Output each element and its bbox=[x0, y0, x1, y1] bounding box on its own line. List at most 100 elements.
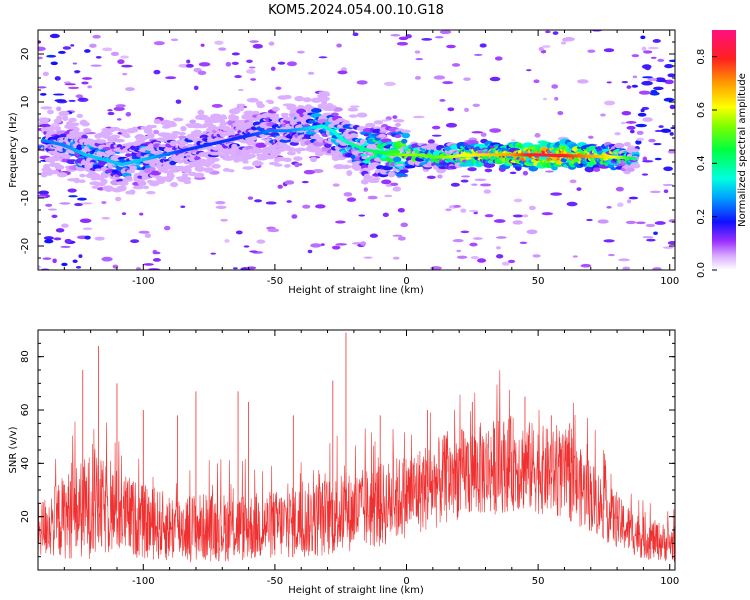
heatmap-noise-cell bbox=[640, 35, 646, 40]
heatmap-ridge-cell bbox=[68, 117, 77, 123]
heatmap-noise-cell bbox=[551, 84, 559, 89]
heatmap-ridge-cell bbox=[249, 136, 258, 141]
heatmap-noise-cell bbox=[52, 258, 57, 264]
heatmap-noise-cell bbox=[434, 36, 444, 39]
heatmap-noise-cell bbox=[175, 99, 182, 104]
heatmap-noise-cell bbox=[473, 53, 483, 56]
heatmap-ridge-cell bbox=[296, 147, 307, 152]
heatmap-noise-cell bbox=[638, 90, 651, 95]
heatmap-noise-cell bbox=[641, 64, 652, 70]
heatmap-noise-cell bbox=[163, 225, 171, 231]
heatmap-ridge-cell bbox=[324, 143, 332, 148]
heatmap-noise-cell bbox=[335, 243, 348, 246]
heatmap-ridge-cell bbox=[321, 99, 328, 106]
heatmap-noise-cell bbox=[139, 212, 144, 216]
heatmap-ridge-cell bbox=[283, 94, 292, 100]
heatmap-noise-cell bbox=[415, 58, 424, 61]
heatmap-noise-cell bbox=[414, 76, 422, 80]
heatmap-ridge-cell bbox=[137, 180, 147, 187]
heatmap-noise-cell bbox=[541, 212, 553, 216]
heatmap-noise-cell bbox=[101, 216, 111, 220]
heatmap-noise-cell bbox=[193, 85, 199, 91]
heatmap-ridge-cell bbox=[91, 185, 99, 189]
heatmap-noise-cell bbox=[494, 56, 503, 61]
heatmap-noise-cell bbox=[621, 80, 629, 84]
colorbar-ticks: 0.0 0.2 0.4 0.6 0.8 bbox=[696, 49, 717, 278]
heatmap-noise-cell bbox=[38, 56, 43, 60]
heatmap-ridge-cell bbox=[392, 156, 402, 163]
heatmap-ridge-cell bbox=[71, 122, 80, 127]
heatmap-noise-cell bbox=[626, 125, 636, 130]
heatmap-noise-cell bbox=[663, 189, 669, 194]
heatmap-ridge-cell bbox=[197, 109, 205, 116]
heatmap-ridge-cell bbox=[284, 146, 296, 152]
heatmap-ridge-cell bbox=[113, 138, 125, 143]
heatmap-noise-cell bbox=[647, 77, 658, 82]
heatmap-noise-cell bbox=[650, 56, 657, 59]
heatmap-noise-cell bbox=[522, 170, 529, 176]
heatmap-noise-cell bbox=[89, 43, 97, 48]
heatmap-noise-cell bbox=[641, 173, 649, 176]
heatmap-noise-cell bbox=[640, 108, 645, 113]
heatmap-noise-cell bbox=[189, 119, 197, 124]
heatmap-noise-cell bbox=[604, 100, 616, 106]
heatmap-ridge-cell bbox=[483, 162, 496, 168]
heatmap-noise-cell bbox=[113, 106, 125, 111]
heatmap-ridge-cell bbox=[169, 133, 179, 140]
spectrogram-y-axis: -20 -10 0 10 20 bbox=[20, 29, 675, 271]
heatmap-noise-cell bbox=[607, 253, 615, 257]
heatmap-noise-cell bbox=[587, 49, 596, 53]
heatmap-noise-cell bbox=[153, 69, 161, 75]
heatmap-ridge-cell bbox=[381, 179, 392, 185]
heatmap-noise-cell bbox=[352, 32, 359, 37]
heatmap-ridge-cell bbox=[149, 124, 157, 129]
heatmap-noise-cell bbox=[400, 222, 409, 228]
heatmap-noise-cell bbox=[50, 61, 58, 66]
heatmap-noise-cell bbox=[392, 234, 403, 237]
heatmap-noise-cell bbox=[479, 43, 487, 48]
heatmap-ridge-cell bbox=[236, 103, 246, 107]
heatmap-ridge-cell bbox=[210, 157, 220, 162]
heatmap-noise-cell bbox=[642, 156, 648, 162]
heatmap-noise-cell bbox=[442, 81, 454, 85]
colorbar-tick-label: 0.0 bbox=[696, 262, 707, 278]
heatmap-noise-cell bbox=[291, 214, 298, 219]
heatmap-noise-cell bbox=[38, 46, 46, 52]
heatmap-ridge-cell bbox=[76, 144, 83, 150]
heatmap-ridge-cell bbox=[167, 120, 176, 125]
heatmap-ridge-cell bbox=[528, 165, 539, 172]
heatmap-noise-cell bbox=[468, 209, 479, 213]
heatmap-noise-cell bbox=[625, 220, 637, 225]
heatmap-noise-cell bbox=[636, 137, 645, 141]
heatmap-noise-cell bbox=[92, 34, 101, 39]
heatmap-ridge-cell bbox=[247, 121, 255, 127]
heatmap-ridge-cell bbox=[61, 153, 72, 159]
heatmap-noise-cell bbox=[82, 227, 93, 230]
heatmap-ridge-cell bbox=[172, 117, 184, 122]
heatmap-noise-cell bbox=[526, 69, 532, 72]
heatmap-noise-cell bbox=[649, 190, 661, 194]
heatmap-noise-cell bbox=[493, 219, 506, 223]
heatmap-noise-cell bbox=[658, 125, 664, 128]
heatmap-noise-cell bbox=[250, 78, 257, 81]
heatmap-ridge-cell bbox=[272, 114, 280, 119]
heatmap-ridge-cell bbox=[366, 144, 378, 151]
heatmap-noise-cell bbox=[662, 183, 674, 187]
heatmap-noise-cell bbox=[412, 115, 425, 119]
heatmap-noise-cell bbox=[45, 203, 53, 207]
heatmap-noise-cell bbox=[460, 175, 471, 178]
heatmap-ridge-cell bbox=[390, 182, 399, 187]
heatmap-noise-cell bbox=[117, 59, 125, 65]
heatmap-noise-cell bbox=[74, 70, 81, 74]
heatmap-noise-cell bbox=[577, 79, 589, 84]
heatmap-noise-cell bbox=[331, 245, 341, 250]
heatmap-noise-cell bbox=[332, 183, 340, 187]
heatmap-noise-cell bbox=[542, 97, 548, 101]
heatmap-noise-cell bbox=[74, 202, 83, 207]
heatmap-ridge-cell bbox=[372, 177, 381, 181]
heatmap-noise-cell bbox=[101, 256, 113, 262]
heatmap-ridge-cell bbox=[348, 133, 359, 138]
heatmap-ridge-cell bbox=[388, 171, 396, 177]
heatmap-noise-cell bbox=[254, 199, 262, 203]
